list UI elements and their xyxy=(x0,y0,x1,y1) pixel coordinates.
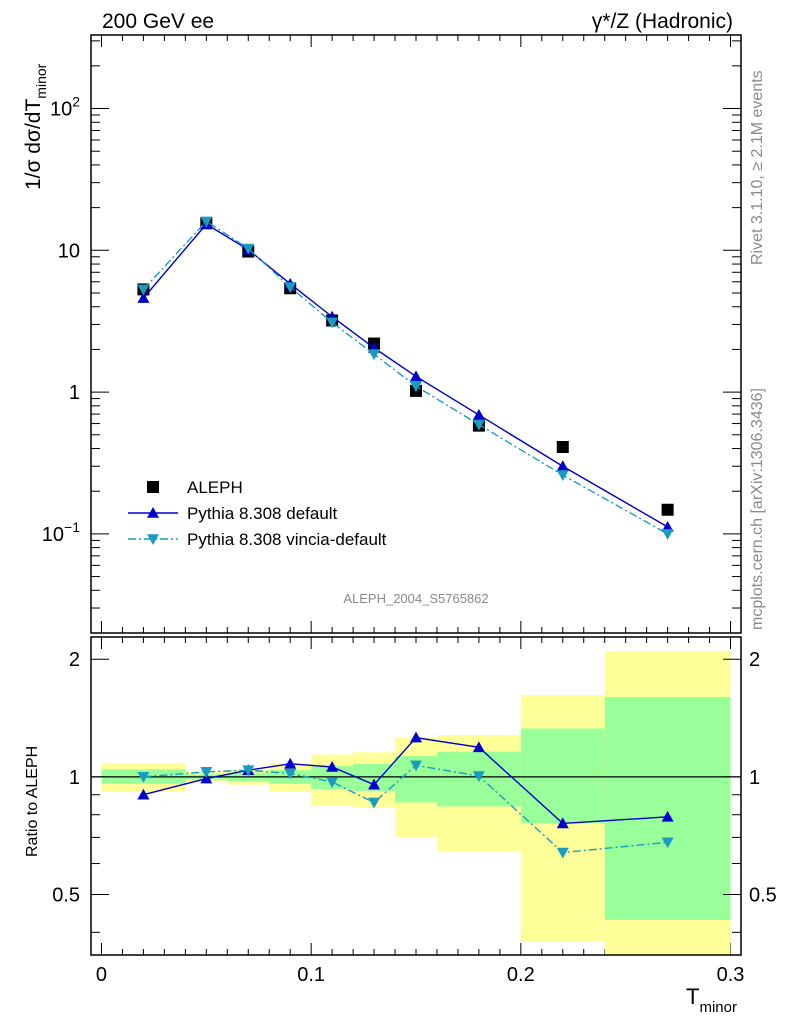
ratio-pythia-8-308-default-point xyxy=(284,757,297,769)
x-tick-label: 0 xyxy=(96,964,107,986)
energy-label: 200 GeV ee xyxy=(102,10,214,33)
main-pythia-8-308-vincia-default-point xyxy=(368,349,381,361)
main-pythia-8-308-default-point xyxy=(556,460,569,472)
main-pythia-8-308-vincia-default-point xyxy=(472,419,485,431)
ratio-pythia-8-308-vincia-default-point xyxy=(472,771,485,783)
ratio-pythia-8-308-vincia-default-point xyxy=(137,772,150,783)
legend-label: ALEPH xyxy=(187,478,243,497)
ratio-pythia-8-308-vincia-default-point xyxy=(661,837,674,849)
tick-exponent: −1 xyxy=(64,519,80,535)
main-pythia-8-308-vincia-default-point xyxy=(556,470,569,482)
ratio-pythia-8-308-vincia-default-point xyxy=(326,777,339,789)
main-ylabel-sub: minor xyxy=(33,63,49,98)
ratio-y-tick-label-right: 0.5 xyxy=(749,884,777,906)
ratio-y-tick-label-right: 1 xyxy=(749,767,760,789)
main-pythia-8-308-vincia-default-point xyxy=(200,216,213,228)
main-aleph-point xyxy=(556,441,569,454)
ratio-pythia-8-308-vincia-default-point xyxy=(242,765,255,777)
ratio-pythia-8-308-default-point xyxy=(410,731,422,743)
ratio-y-tick-label-left: 2 xyxy=(69,649,80,671)
ratio-pythia-8-308-default-point xyxy=(326,760,339,772)
ratio-pythia-8-308-default-point xyxy=(368,778,381,790)
legend: ALEPH Pythia 8.308 default Pythia 8.308 vi… xyxy=(128,478,387,549)
mcplots-label: mcplots.cern.ch [arXiv:1306.3436] xyxy=(749,388,766,630)
ratio-frame xyxy=(90,636,742,956)
ratio-pythia-8-308-default-point xyxy=(661,810,674,822)
ratio-pythia-8-308-vincia-default-point xyxy=(200,767,213,778)
x-tick-label: 0.2 xyxy=(507,964,535,986)
ratio-pythia-8-308-default-line xyxy=(143,736,668,825)
analysis-label: ALEPH_2004_S5765862 xyxy=(343,591,488,606)
ratio-y-tick-label-right: 2 xyxy=(749,649,760,671)
ratio-pythia-8-308-default-point xyxy=(137,788,150,800)
ratio-pythia-8-308-default-point xyxy=(200,772,213,784)
tick-base: 10 xyxy=(42,524,64,546)
ratio-panel: 0 0.1 0.2 0.3 0.5 0.5 1 1 2 2 xyxy=(52,636,777,986)
main-pythia-8-308-default-point xyxy=(410,370,422,382)
ratio-green-band xyxy=(604,697,731,921)
legend-marker xyxy=(147,507,159,518)
ratio-pythia-8-308-default-point xyxy=(556,817,569,829)
main-pythia-8-308-default-point xyxy=(661,520,674,532)
main-pythia-8-308-default-line xyxy=(142,223,668,528)
main-ylabel: 1/σ dσ/dTminor xyxy=(22,63,49,190)
ratio-pythia-8-308-vincia-default-point xyxy=(556,847,569,859)
process-label: γ*/Z (Hadronic) xyxy=(592,10,733,33)
ratio-pythia-8-308-vincia-default-point xyxy=(284,768,297,780)
main-y-tick-label: 10 xyxy=(58,240,80,262)
x-axis-label-sub: minor xyxy=(699,999,737,1016)
main-ylabel-text: 1/σ dσ/dT xyxy=(22,99,45,190)
ratio-y-tick-label-left: 1 xyxy=(69,767,80,789)
ratio-ylabel: Ratio to ALEPH xyxy=(24,746,41,857)
ratio-pythia-8-308-vincia-default-point xyxy=(368,797,381,809)
x-tick-label: 0.3 xyxy=(717,964,745,986)
legend-marker xyxy=(147,534,159,545)
main-pythia-8-308-vincia-default-point xyxy=(137,284,150,296)
main-y-tick-label: 102 xyxy=(50,94,80,121)
main-pythia-8-308-vincia-default-point xyxy=(410,381,422,393)
main-pythia-8-308-vincia-default-point xyxy=(242,243,255,255)
legend-label: Pythia 8.308 vincia-default xyxy=(187,530,387,549)
rivet-label: Rivet 3.1.10, ≥ 2.1M events xyxy=(749,70,766,265)
x-axis-label-text: T xyxy=(686,984,699,1009)
tick-base: 10 xyxy=(50,99,72,121)
main-pythia-8-308-default-point xyxy=(137,292,150,303)
main-pythia-8-308-default-point xyxy=(472,408,485,420)
main-y-tick-label: 1 xyxy=(69,382,80,404)
x-tick-label: 0.1 xyxy=(297,964,325,986)
main-pythia-8-308-vincia-default-point xyxy=(326,317,339,329)
legend-label: Pythia 8.308 default xyxy=(187,504,338,523)
main-pythia-8-308-vincia-default-point xyxy=(284,282,297,294)
tick-exponent: 2 xyxy=(72,94,80,110)
ratio-pythia-8-308-default-point xyxy=(472,741,485,753)
main-pythia-8-308-vincia-default-line xyxy=(142,220,668,535)
main-y-tick-label: 10−1 xyxy=(42,519,80,546)
main-pythia-8-308-vincia-default-point xyxy=(661,529,674,540)
ratio-y-tick-label-left: 0.5 xyxy=(52,884,80,906)
ratio-pythia-8-308-vincia-default-point xyxy=(410,760,422,772)
legend-marker xyxy=(147,481,159,493)
ratio-green-band xyxy=(520,728,605,824)
ratio-pythia-8-308-vincia-default-line xyxy=(143,764,668,854)
x-axis-label: Tminor xyxy=(686,984,737,1016)
main-aleph-point xyxy=(661,503,674,516)
